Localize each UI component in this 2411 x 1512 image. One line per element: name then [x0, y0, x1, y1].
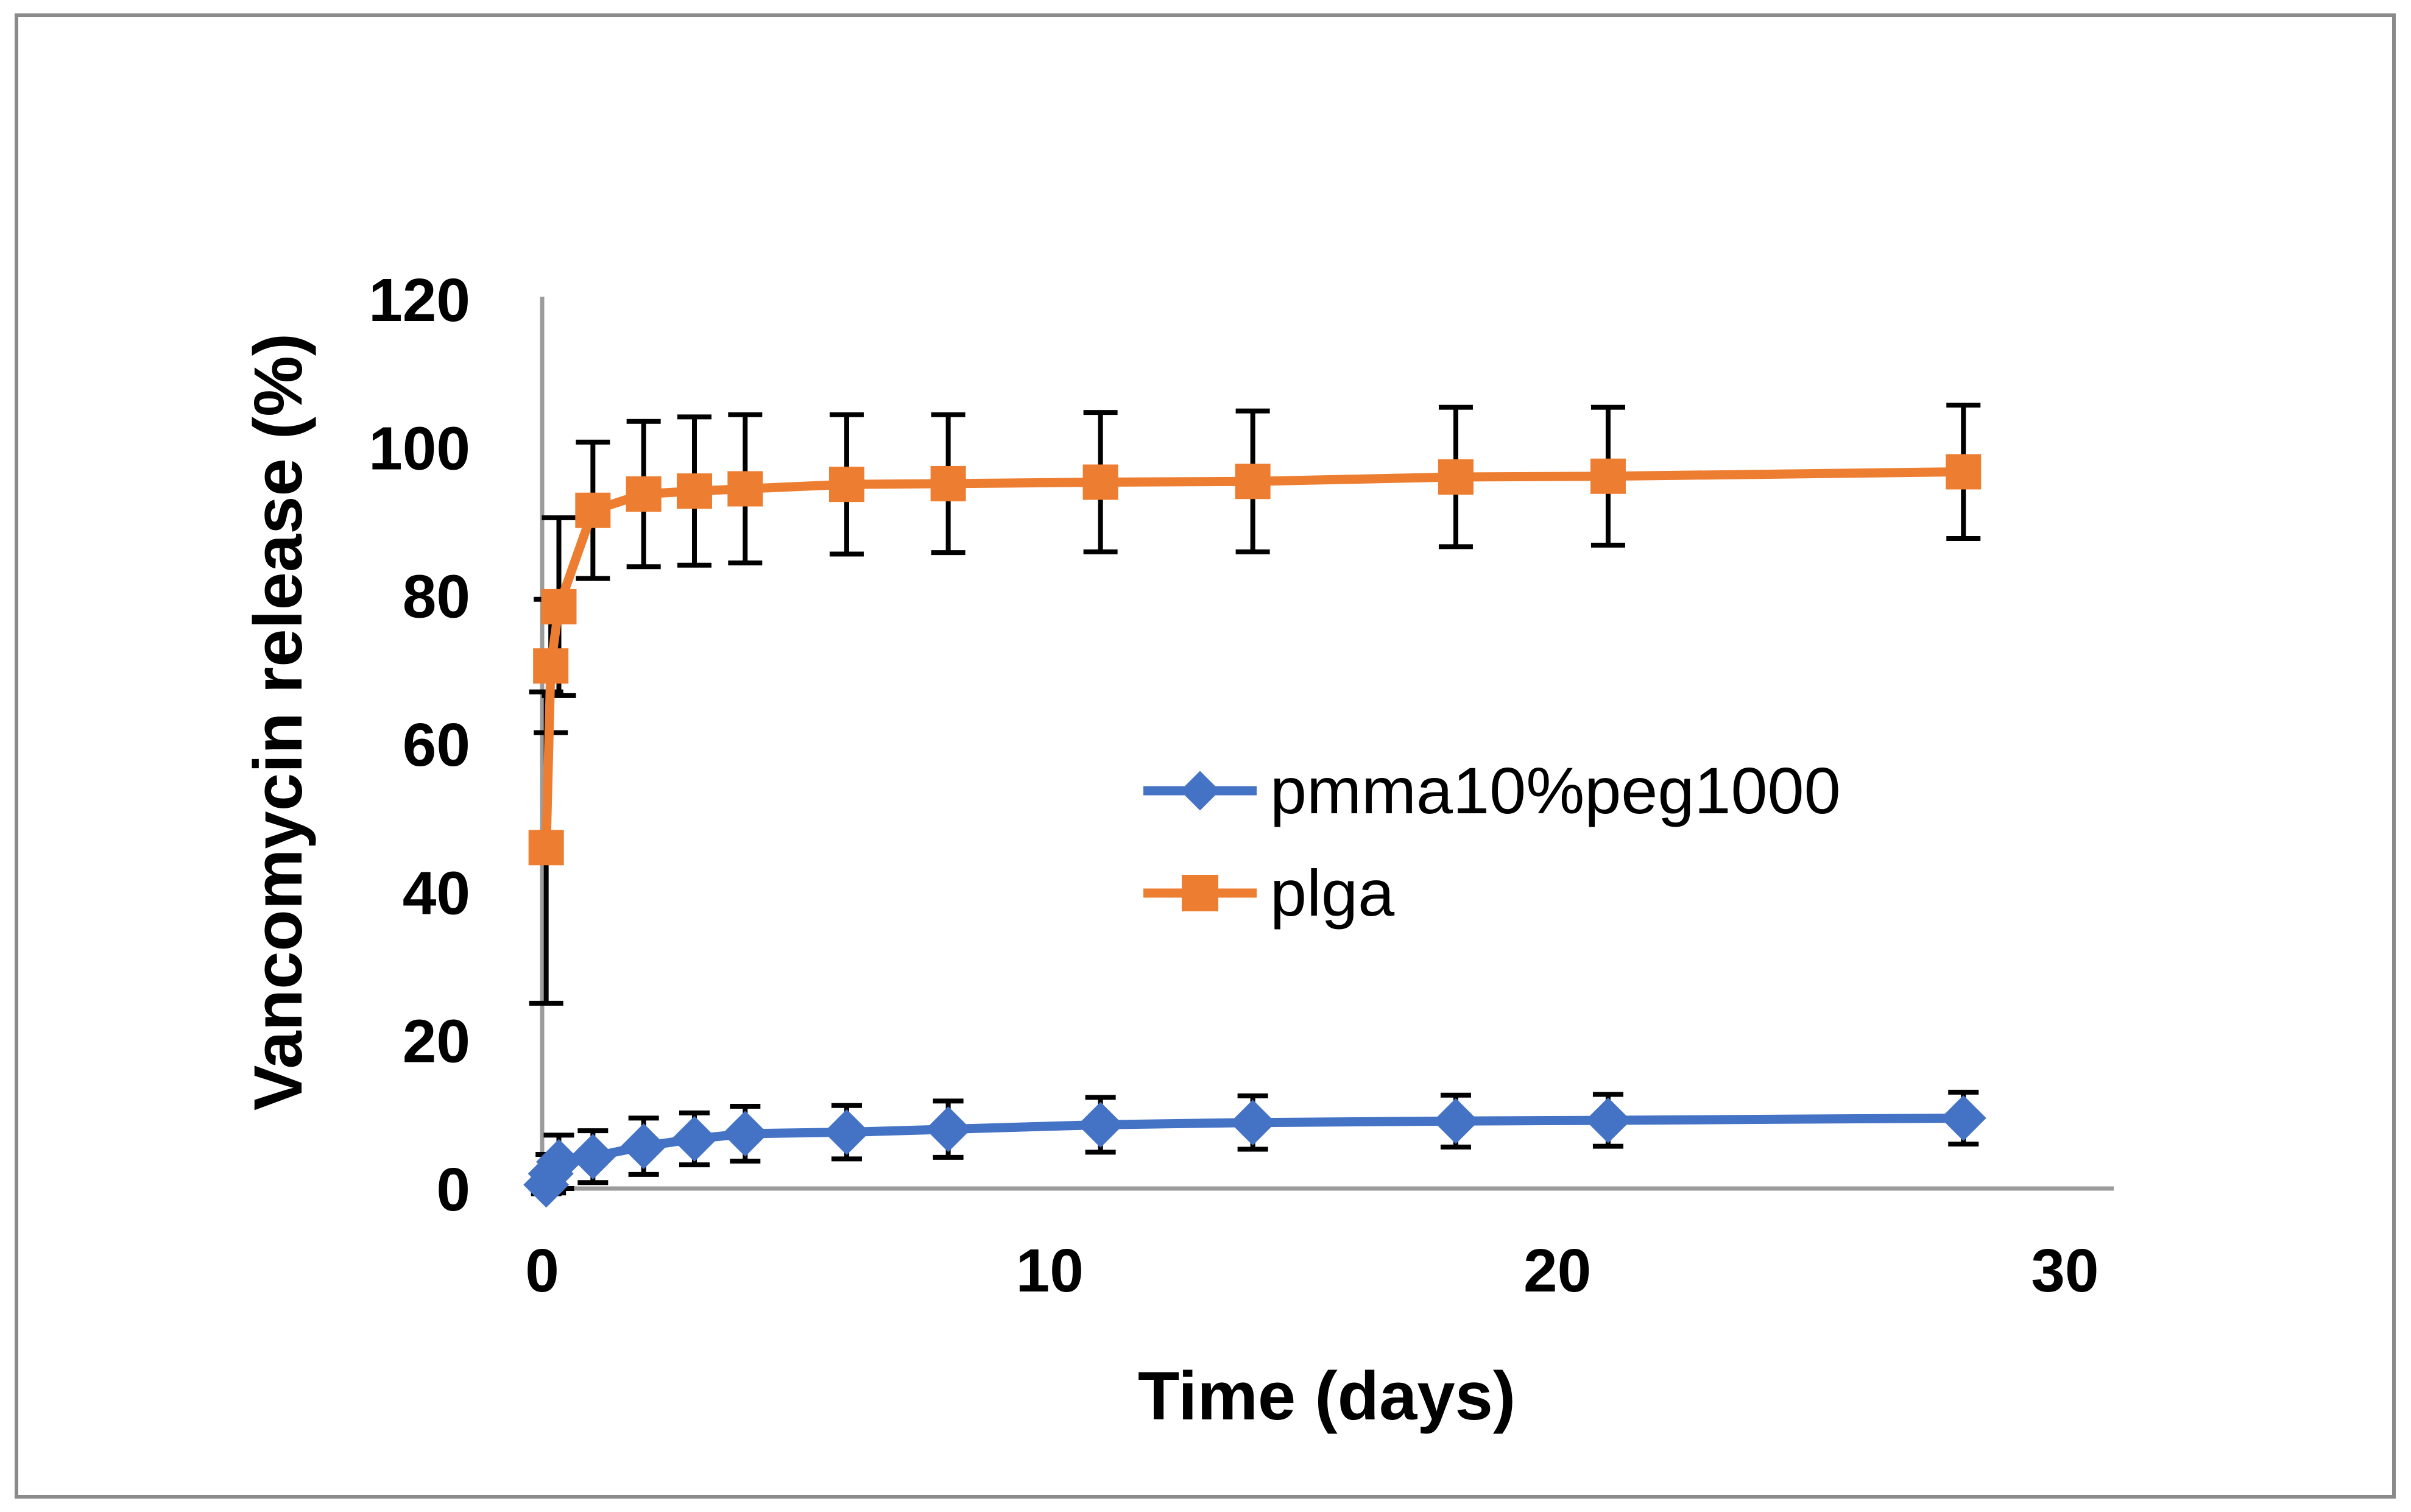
- legend-label: pmma10%peg1000: [1270, 754, 1841, 827]
- y-tick-label: 120: [369, 266, 470, 334]
- data-point-marker: [541, 588, 577, 624]
- data-point-marker: [528, 830, 564, 866]
- legend-marker-diamond: [1180, 771, 1220, 811]
- data-point-marker: [536, 1139, 582, 1185]
- data-point-marker: [925, 1106, 972, 1153]
- data-point-marker: [824, 1109, 870, 1156]
- x-axis-title: Time (days): [1138, 1358, 1516, 1434]
- data-point-marker: [533, 648, 569, 684]
- data-point-marker: [1433, 1098, 1479, 1144]
- data-point-marker: [727, 471, 763, 507]
- legend-label: plga: [1270, 856, 1395, 930]
- data-point-marker: [621, 1123, 667, 1170]
- plot-area: 0 20 40 60 80 100 120 0 10 20 30: [369, 266, 2114, 1305]
- data-point-marker: [671, 1116, 718, 1162]
- data-point-marker: [828, 467, 864, 503]
- data-point-marker: [1078, 1101, 1124, 1148]
- legend-item: pmma10%peg1000: [1143, 754, 1841, 827]
- data-point-marker: [1235, 464, 1271, 500]
- x-tick-label: 10: [1016, 1237, 1084, 1305]
- data-point-marker: [1590, 458, 1626, 494]
- data-point-marker: [1082, 464, 1118, 500]
- y-tick-label: 20: [403, 1008, 470, 1076]
- x-tick-label: 0: [525, 1237, 559, 1305]
- data-point-marker: [575, 492, 611, 528]
- data-point-marker: [570, 1134, 616, 1180]
- data-point-marker: [676, 473, 712, 509]
- x-tick-label: 30: [2031, 1237, 2099, 1305]
- y-tick-label: 40: [403, 859, 470, 927]
- y-tick-label: 60: [403, 711, 470, 779]
- data-point-marker: [930, 465, 966, 501]
- data-point-marker: [626, 476, 662, 512]
- data-point-marker: [1940, 1095, 1986, 1141]
- legend: pmma10%peg1000 plga: [1143, 754, 1841, 930]
- x-tick-label: 20: [1523, 1237, 1591, 1305]
- y-tick-label: 0: [436, 1156, 470, 1224]
- legend-item: plga: [1143, 856, 1395, 930]
- y-tick-label: 80: [403, 563, 470, 631]
- data-point-marker: [722, 1111, 768, 1157]
- y-tick-label: 100: [369, 414, 470, 482]
- data-point-marker: [1585, 1097, 1631, 1143]
- data-point-marker: [1230, 1100, 1276, 1146]
- data-point-marker: [1438, 459, 1474, 495]
- data-point-marker: [1946, 454, 1982, 490]
- legend-marker-square: [1182, 875, 1218, 911]
- y-axis-title: Vancomycin release (%): [240, 333, 316, 1111]
- figure-border: [15, 13, 2396, 1499]
